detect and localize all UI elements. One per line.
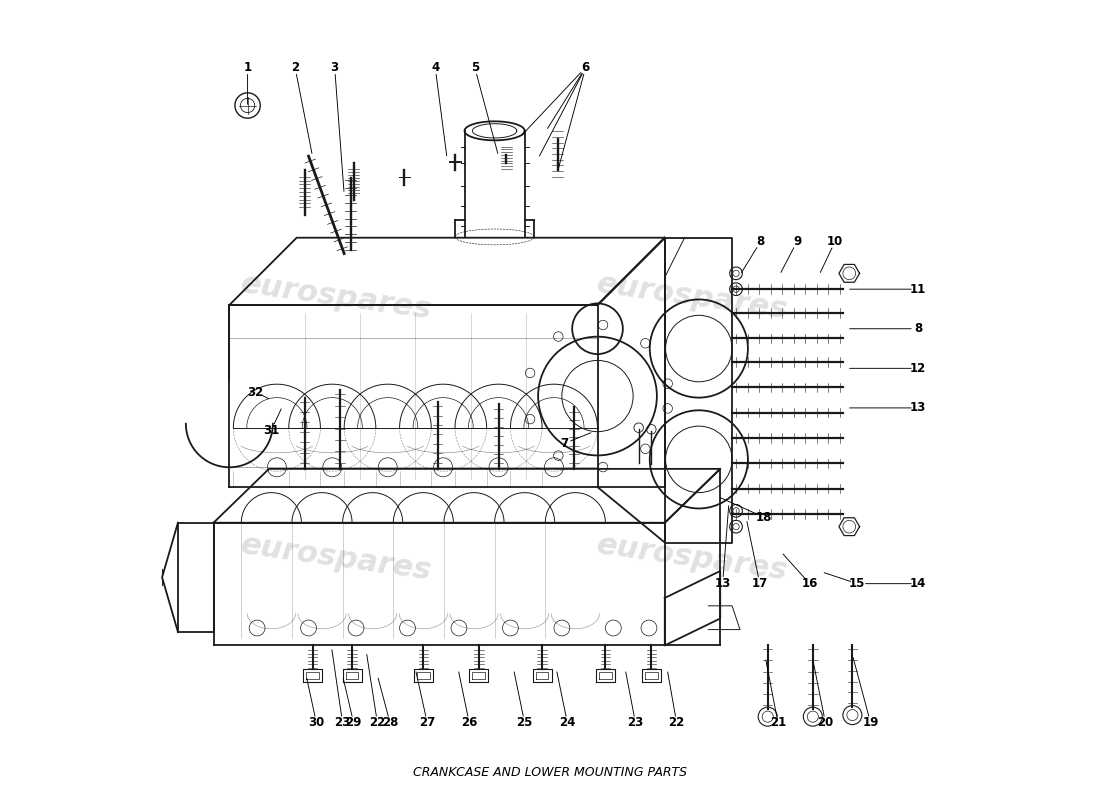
Text: 6: 6 — [582, 61, 590, 74]
Text: 27: 27 — [419, 717, 436, 730]
Text: 8: 8 — [914, 322, 922, 335]
Text: 32: 32 — [248, 386, 264, 398]
Text: 13: 13 — [715, 577, 730, 590]
Text: 7: 7 — [560, 437, 569, 450]
Text: eurospares: eurospares — [595, 530, 790, 586]
Text: 29: 29 — [345, 717, 362, 730]
Text: 31: 31 — [263, 423, 279, 437]
Text: 20: 20 — [817, 717, 834, 730]
Text: 2: 2 — [292, 61, 299, 74]
Text: 28: 28 — [382, 717, 398, 730]
Text: 23: 23 — [627, 717, 644, 730]
Text: 13: 13 — [910, 402, 926, 414]
Text: eurospares: eurospares — [595, 270, 790, 325]
Text: 10: 10 — [827, 235, 843, 248]
Text: 22: 22 — [669, 717, 685, 730]
Text: CRANKCASE AND LOWER MOUNTING PARTS: CRANKCASE AND LOWER MOUNTING PARTS — [412, 766, 688, 778]
Text: 14: 14 — [910, 577, 926, 590]
Text: 24: 24 — [559, 717, 575, 730]
Text: 23: 23 — [334, 717, 351, 730]
Text: 17: 17 — [751, 577, 768, 590]
Text: 16: 16 — [802, 577, 818, 590]
Text: 5: 5 — [471, 61, 478, 74]
Text: 19: 19 — [862, 717, 879, 730]
Text: 21: 21 — [770, 717, 786, 730]
Text: 8: 8 — [757, 235, 764, 248]
Text: 18: 18 — [756, 510, 772, 524]
Text: 30: 30 — [308, 717, 324, 730]
Text: eurospares: eurospares — [239, 270, 433, 325]
Text: 12: 12 — [910, 362, 926, 375]
Text: 1: 1 — [243, 61, 252, 74]
Text: eurospares: eurospares — [239, 530, 433, 586]
Text: 25: 25 — [517, 717, 532, 730]
Text: 15: 15 — [849, 577, 866, 590]
Text: 26: 26 — [461, 717, 477, 730]
Text: 11: 11 — [910, 282, 926, 296]
Text: 3: 3 — [331, 61, 339, 74]
Text: 22: 22 — [370, 717, 385, 730]
Text: 9: 9 — [793, 235, 801, 248]
Text: 4: 4 — [431, 61, 439, 74]
